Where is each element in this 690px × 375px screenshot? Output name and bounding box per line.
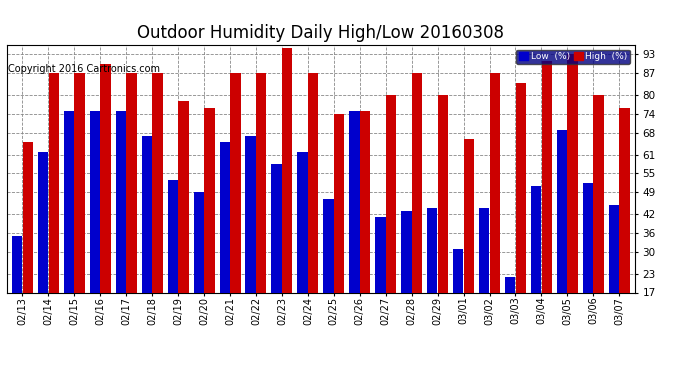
- Bar: [479, 208, 489, 346]
- Bar: [75, 73, 85, 346]
- Bar: [609, 205, 619, 346]
- Title: Outdoor Humidity Daily High/Low 20160308: Outdoor Humidity Daily High/Low 20160308: [137, 24, 504, 42]
- Bar: [256, 73, 266, 346]
- Bar: [204, 108, 215, 346]
- Bar: [178, 101, 188, 346]
- Bar: [194, 192, 204, 346]
- Bar: [271, 164, 282, 346]
- Bar: [557, 130, 567, 346]
- Bar: [152, 73, 163, 346]
- Bar: [48, 73, 59, 346]
- Bar: [453, 249, 464, 346]
- Bar: [401, 211, 411, 346]
- Bar: [620, 108, 630, 346]
- Bar: [116, 111, 126, 346]
- Bar: [437, 95, 448, 346]
- Bar: [64, 111, 75, 346]
- Bar: [101, 64, 111, 346]
- Bar: [349, 111, 359, 346]
- Bar: [412, 73, 422, 346]
- Legend: Low  (%), High  (%): Low (%), High (%): [516, 50, 630, 64]
- Bar: [360, 111, 371, 346]
- Bar: [282, 48, 293, 346]
- Bar: [464, 139, 474, 346]
- Bar: [583, 183, 593, 346]
- Bar: [219, 142, 230, 346]
- Bar: [90, 111, 100, 346]
- Bar: [38, 152, 48, 346]
- Bar: [334, 114, 344, 346]
- Bar: [531, 186, 541, 346]
- Bar: [567, 54, 578, 346]
- Bar: [386, 95, 396, 346]
- Bar: [230, 73, 241, 346]
- Bar: [308, 73, 318, 346]
- Bar: [324, 198, 334, 346]
- Bar: [542, 61, 552, 346]
- Bar: [297, 152, 308, 346]
- Bar: [126, 73, 137, 346]
- Bar: [168, 180, 178, 346]
- Bar: [427, 208, 437, 346]
- Bar: [12, 236, 22, 346]
- Bar: [505, 277, 515, 346]
- Bar: [23, 142, 33, 346]
- Bar: [515, 82, 526, 346]
- Text: Copyright 2016 Cartronics.com: Copyright 2016 Cartronics.com: [8, 64, 160, 74]
- Bar: [375, 217, 386, 346]
- Bar: [593, 95, 604, 346]
- Bar: [141, 136, 152, 346]
- Bar: [246, 136, 256, 346]
- Bar: [490, 73, 500, 346]
